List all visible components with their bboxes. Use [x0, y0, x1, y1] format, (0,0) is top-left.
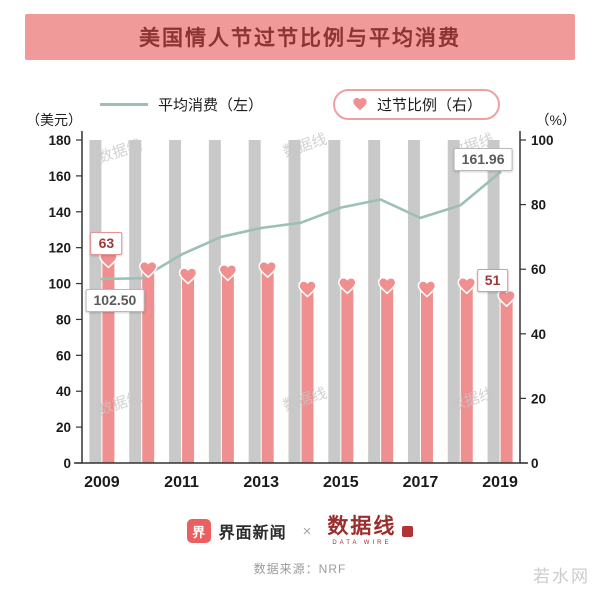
heart-icon — [353, 98, 367, 111]
heart-icon — [377, 276, 397, 295]
callout-51: 51 — [476, 269, 509, 293]
heart-icon — [457, 276, 477, 295]
right-axis-tick-label: 20 — [531, 391, 546, 406]
x-axis-year-label: 2011 — [164, 474, 199, 491]
x-axis-year-label: 2015 — [323, 474, 359, 491]
datawire-logo-subtext: DATA WIRE — [332, 540, 392, 546]
jiemian-logo-icon: 界 — [186, 519, 211, 543]
left-axis-tick-label: 160 — [48, 169, 71, 184]
left-axis-tick-label: 180 — [48, 133, 71, 148]
heart-icon — [218, 264, 238, 282]
celebration-bar — [381, 285, 394, 463]
celebration-bar — [460, 285, 473, 463]
background-bar — [407, 140, 420, 463]
background-bar — [368, 140, 381, 463]
left-axis-tick-label: 0 — [63, 456, 71, 471]
datawire-logo-text-block: 数据线 DATA WIRE — [327, 514, 397, 547]
celebration-bar — [341, 285, 354, 463]
spending-line — [100, 171, 502, 281]
x-axis-year-label: 2009 — [84, 474, 120, 491]
celebration-bar — [500, 298, 513, 463]
right-axis-tick-label: 60 — [531, 262, 546, 277]
legend-label-bar: 过节比例（右） — [377, 96, 483, 114]
x-axis-year-label: 2019 — [482, 474, 518, 491]
callout-102.50: 102.50 — [85, 289, 145, 313]
legend-label-line: 平均消费（左） — [157, 96, 263, 114]
left-axis-tick-label: 140 — [48, 205, 71, 220]
legend-item-average-spending: 平均消费（左） — [99, 94, 263, 115]
right-axis-tick-label: 40 — [531, 327, 546, 342]
heart-icon — [417, 280, 437, 298]
page-title: 美国情人节过节比例与平均消费 — [139, 27, 461, 50]
line-swatch-icon — [99, 102, 148, 106]
separator-x: × — [302, 522, 312, 540]
right-axis-tick-label: 100 — [531, 133, 554, 148]
background-bar — [248, 140, 261, 463]
celebration-bar — [420, 288, 433, 463]
datawire-logo: 数据线 DATA WIRE — [327, 514, 414, 547]
celebration-bar — [182, 275, 195, 463]
celebration-bar — [142, 269, 155, 463]
right-axis-unit: （%） — [535, 112, 576, 128]
left-axis-tick-label: 60 — [56, 348, 71, 363]
callout-63: 63 — [90, 231, 123, 255]
chart-area: 2009 2011 2013 2015 2017 2019 数据线 数据线 数据线 数据线 数据线数… — [0, 115, 600, 495]
seal-icon — [402, 525, 414, 537]
left-axis-tick-label: 20 — [56, 420, 71, 435]
legend-item-celebration-ratio: 过节比例（右） — [333, 88, 501, 120]
background-bar — [328, 140, 341, 463]
datawire-logo-text: 数据线 — [327, 514, 397, 538]
watermark-stamp: 数据线 — [281, 131, 329, 161]
celebration-bar — [221, 272, 234, 463]
background-bar — [447, 140, 460, 463]
heart-icon — [497, 289, 516, 308]
title-banner: 美国情人节过节比例与平均消费 — [25, 14, 575, 60]
right-axis-tick-label: 0 — [531, 456, 539, 471]
callout-161.96: 161.96 — [453, 148, 513, 172]
legend: 平均消费（左） 过节比例（右） — [0, 88, 600, 120]
left-axis-tick-label: 80 — [56, 312, 71, 327]
left-axis-tick-label: 100 — [48, 277, 71, 292]
celebration-bar — [301, 288, 314, 463]
x-axis-year-label: 2013 — [243, 474, 279, 491]
background-bar — [487, 140, 500, 463]
jiemian-logo: 界 界面新闻 — [186, 519, 287, 543]
background-bar — [169, 140, 182, 463]
left-axis-tick-label: 120 — [48, 241, 71, 256]
heart-icon — [178, 267, 198, 285]
footer-logos: 界 界面新闻 × 数据线 DATA WIRE — [0, 516, 600, 546]
heart-icon — [138, 260, 158, 279]
jiemian-logo-label: 界面新闻 — [218, 525, 287, 542]
heart-icon — [298, 280, 317, 298]
left-axis-unit: （美元） — [26, 112, 82, 128]
celebration-bar — [261, 269, 274, 463]
data-source: 数据来源：NRF — [253, 562, 347, 576]
heart-icon — [338, 276, 357, 295]
left-axis-tick-label: 40 — [56, 384, 71, 399]
right-axis-tick-label: 80 — [531, 198, 546, 213]
background-bar — [208, 140, 221, 463]
corner-watermark: 若水网 — [533, 567, 590, 586]
heart-icon — [258, 260, 277, 279]
x-axis-year-label: 2017 — [403, 474, 439, 491]
background-bar — [288, 140, 301, 463]
